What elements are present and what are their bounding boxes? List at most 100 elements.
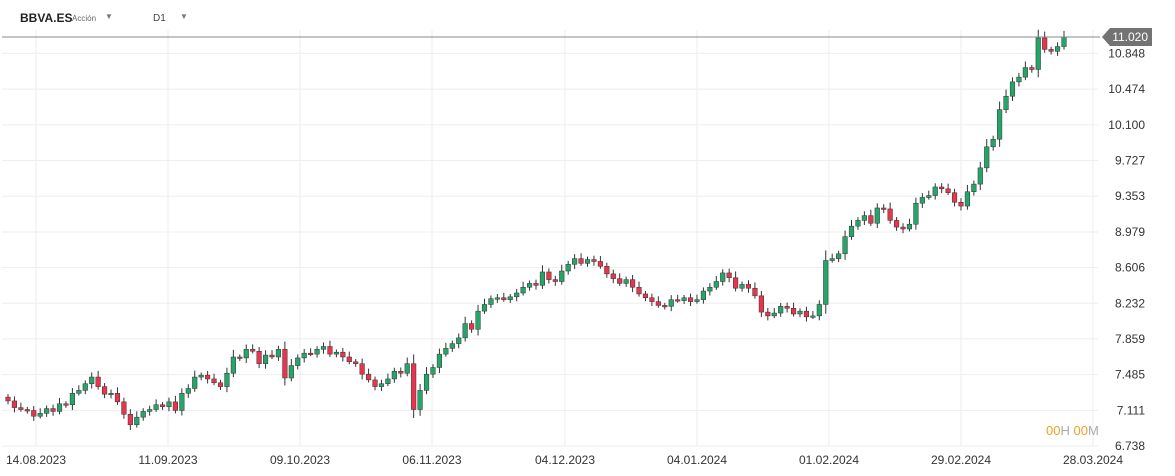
candle-body: [494, 297, 500, 300]
candle: [565, 260, 571, 275]
bar-countdown: 00H 00M: [1046, 423, 1099, 438]
candle-body: [185, 388, 191, 394]
candle-body: [501, 297, 507, 300]
candle-body: [95, 376, 101, 387]
candle-body: [758, 295, 764, 313]
candle-body: [604, 265, 610, 275]
candle-body: [1016, 76, 1022, 83]
candle: [765, 307, 771, 321]
candle: [797, 308, 803, 318]
candle: [211, 373, 217, 386]
candle: [958, 198, 964, 211]
candle-body: [526, 283, 533, 288]
current-price-tag: 11.020: [2, 28, 1152, 46]
candle-body: [488, 298, 494, 305]
candle-body: [127, 414, 133, 426]
candle: [153, 399, 159, 412]
candle-body: [314, 349, 320, 355]
x-tick-label: 29.02.2024: [931, 453, 991, 467]
candle-body: [211, 378, 217, 384]
candle: [977, 161, 983, 191]
candle-body: [172, 401, 178, 411]
candle-body: [1022, 67, 1028, 78]
candle: [320, 342, 327, 354]
y-tick-label: 10.474: [1108, 82, 1145, 96]
candle-body: [855, 220, 861, 227]
candle-body: [565, 264, 571, 272]
candle: [31, 406, 37, 421]
candle-body: [1061, 36, 1067, 47]
candle: [114, 387, 121, 405]
candle-body: [153, 404, 159, 410]
symbol-label[interactable]: BBVA.ES: [20, 11, 73, 25]
candle-body: [939, 186, 945, 190]
candle-body: [630, 279, 636, 288]
candle-body: [919, 197, 925, 204]
candle: [404, 357, 410, 377]
candle-body: [320, 346, 327, 350]
candle: [919, 193, 925, 208]
candle: [700, 287, 706, 304]
candle: [1009, 77, 1016, 101]
candle: [610, 269, 616, 284]
candle-body: [539, 271, 546, 286]
candle-body: [1003, 95, 1009, 110]
candle: [417, 384, 423, 416]
candle-body: [147, 409, 153, 412]
candle: [526, 280, 533, 291]
candle-body: [366, 373, 372, 381]
candle: [385, 373, 391, 387]
candle: [546, 268, 552, 284]
candle: [552, 275, 558, 286]
symbol-dropdown-icon[interactable]: ▼: [105, 12, 113, 21]
candle: [179, 388, 185, 416]
timeframe-dropdown-icon[interactable]: ▼: [180, 12, 188, 21]
candle-body: [301, 352, 307, 359]
candle-body: [63, 403, 69, 406]
price-tag-shape: [1102, 28, 1152, 46]
candle-body: [662, 305, 668, 308]
candle: [662, 302, 668, 310]
candle: [411, 354, 417, 418]
candle: [423, 367, 430, 395]
candle: [997, 101, 1003, 147]
candle: [430, 364, 436, 378]
candle: [69, 388, 75, 411]
candle-body: [900, 226, 906, 230]
candle: [790, 302, 797, 317]
candle: [217, 379, 224, 391]
candle-body: [771, 312, 777, 317]
candle: [939, 183, 945, 194]
candle-body: [288, 365, 294, 379]
candle: [185, 384, 191, 398]
candle: [726, 268, 732, 283]
candle: [932, 183, 938, 200]
candle-body: [256, 350, 262, 364]
candle-body: [1042, 37, 1048, 50]
y-tick-label: 10.100: [1108, 118, 1145, 132]
candle: [745, 280, 752, 293]
candle-body: [984, 146, 990, 169]
candle: [5, 394, 11, 405]
candle-body: [436, 353, 442, 368]
candle: [520, 281, 526, 296]
x-tick-label: 09.10.2023: [270, 453, 330, 467]
candle: [784, 302, 790, 313]
candle-body: [475, 310, 481, 330]
candle-body: [340, 351, 346, 358]
candle: [340, 347, 346, 362]
candle-body: [861, 215, 867, 221]
candle: [778, 302, 784, 317]
candle: [127, 409, 133, 431]
candle-body: [733, 277, 739, 289]
countdown-minutes: 00: [1073, 423, 1088, 438]
candle: [559, 264, 565, 285]
candle-body: [31, 410, 37, 417]
candle-body: [945, 188, 951, 193]
candle: [237, 354, 243, 362]
candle: [269, 350, 275, 360]
timeframe-selector[interactable]: D1: [153, 13, 166, 24]
x-tick-label: 04.01.2024: [667, 453, 727, 467]
candle-body: [398, 371, 404, 374]
